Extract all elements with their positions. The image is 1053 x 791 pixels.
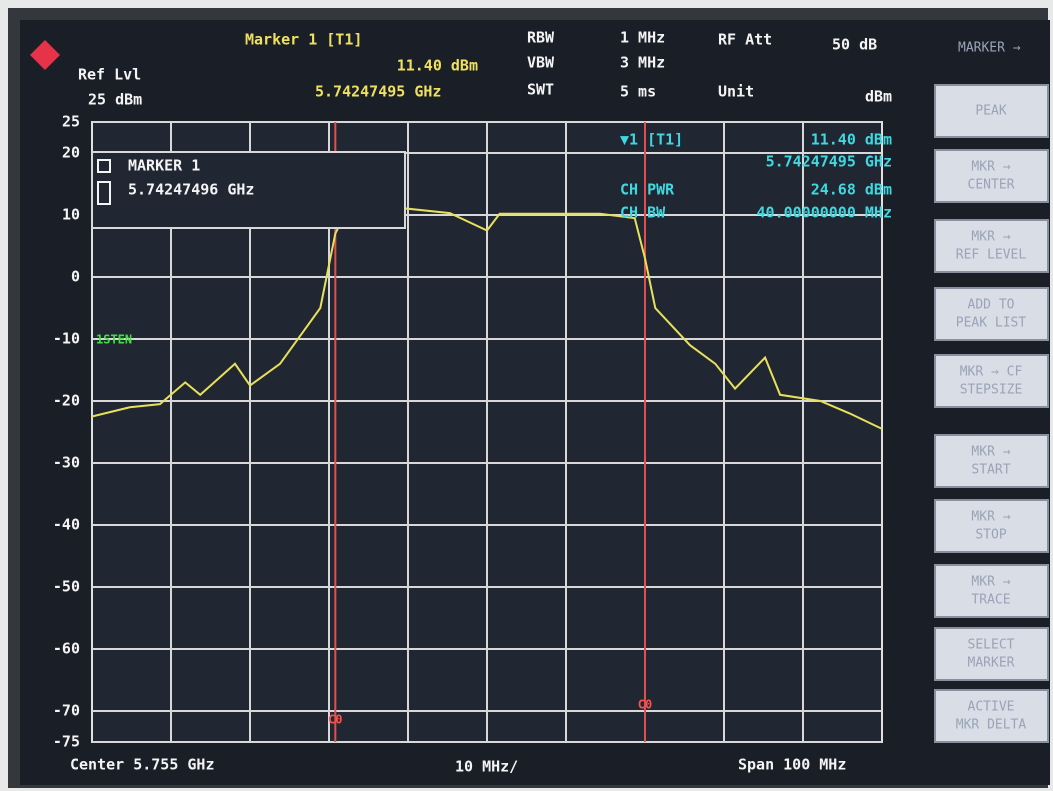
softkey-button[interactable] — [934, 354, 1049, 408]
marker-level: 11.40 dBm — [397, 57, 478, 75]
menu-title: MARKER → — [958, 41, 1021, 56]
softkey[interactable]: MKR → CENTER — [934, 149, 1049, 203]
softkey-label[interactable]: ACTIVE — [968, 700, 1015, 715]
footer-span: Span 100 MHz — [738, 756, 846, 774]
y-tick-label: 25 — [62, 113, 80, 131]
softkey-label[interactable]: MKR → — [971, 160, 1010, 175]
softkey-label[interactable]: STEPSIZE — [960, 383, 1023, 398]
y-tick-label: 10 — [62, 206, 80, 224]
softkey-label[interactable]: MARKER — [968, 656, 1015, 671]
marker-freq: 5.74247495 GHz — [315, 83, 441, 101]
channel-label: C0 — [328, 713, 342, 727]
marker-box — [91, 151, 406, 229]
softkey[interactable]: ACTIVE MKR DELTA — [934, 689, 1049, 743]
softkey-button[interactable] — [934, 434, 1049, 488]
y-tick-label: -70 — [53, 702, 80, 720]
trace — [91, 205, 883, 430]
y-tick-label: -20 — [53, 392, 80, 410]
side-label: 1STEN — [96, 333, 132, 347]
swt-label: SWT — [527, 81, 554, 99]
y-tick-label: -30 — [53, 454, 80, 472]
softkey[interactable]: PEAK — [934, 84, 1049, 138]
softkey-button[interactable] — [934, 689, 1049, 743]
softkey-button[interactable] — [934, 149, 1049, 203]
att-label: RF Att — [718, 31, 772, 49]
softkey-label[interactable]: MKR → CF — [960, 365, 1023, 380]
softkey-label[interactable]: START — [971, 463, 1010, 478]
vbw-value: 3 MHz — [620, 54, 665, 72]
softkey-label[interactable]: ADD TO — [968, 298, 1015, 313]
softkey-label[interactable]: MKR → — [971, 230, 1010, 245]
softkey-button[interactable] — [934, 287, 1049, 341]
marker-title: Marker 1 [T1] — [245, 31, 362, 49]
info-text: 40.00000000 MHz — [757, 204, 892, 222]
y-tick-label: -75 — [53, 733, 80, 751]
info-text: 24.68 dBm — [811, 181, 892, 199]
softkey-label[interactable]: TRACE — [971, 593, 1010, 608]
softkey-button[interactable] — [934, 499, 1049, 553]
softkey[interactable]: MKR → START — [934, 434, 1049, 488]
softkey-label[interactable]: MKR DELTA — [956, 718, 1027, 733]
ref-label: Ref Lvl — [78, 66, 141, 84]
softkeys: PEAK MKR → CENTER MKR → REF LEVEL ADD TO PEAK … — [934, 84, 1049, 743]
softkey-button[interactable] — [934, 627, 1049, 681]
info-text: CH BW — [620, 204, 666, 222]
y-tick-label: -40 — [53, 516, 80, 534]
y-tick-label: 0 — [71, 268, 80, 286]
softkey[interactable]: MKR → TRACE — [934, 564, 1049, 618]
softkey-label[interactable]: SELECT — [968, 638, 1015, 653]
softkey-label[interactable]: PEAK LIST — [956, 316, 1027, 331]
marker-box-icon — [97, 181, 111, 205]
softkey-label[interactable]: PEAK — [975, 104, 1006, 119]
info-text: ▼1 [T1] — [620, 131, 683, 149]
swt-value: 5 ms — [620, 83, 656, 101]
softkey-button[interactable] — [934, 219, 1049, 273]
softkey-label[interactable]: STOP — [975, 528, 1006, 543]
marker-box-icon — [97, 159, 111, 173]
att-value: 50 dB — [832, 36, 877, 54]
marker-box-title: MARKER 1 — [128, 157, 200, 175]
softkey[interactable]: SELECT MARKER — [934, 627, 1049, 681]
rbw-value: 1 MHz — [620, 29, 665, 47]
ref-value: 25 dBm — [88, 91, 142, 109]
info-text: 11.40 dBm — [811, 131, 892, 149]
softkey-label[interactable]: REF LEVEL — [956, 248, 1027, 263]
y-tick-label: 20 — [62, 144, 80, 162]
softkey[interactable]: MKR → STOP — [934, 499, 1049, 553]
softkey-label[interactable]: MKR → — [971, 510, 1010, 525]
rbw-label: RBW — [527, 29, 555, 47]
info-text: CH PWR — [620, 181, 675, 199]
y-tick-label: -50 — [53, 578, 80, 596]
softkey-label[interactable]: CENTER — [968, 178, 1015, 193]
y-tick-label: -60 — [53, 640, 80, 658]
logo — [30, 40, 60, 70]
softkey[interactable]: MKR → CF STEPSIZE — [934, 354, 1049, 408]
footer-center: Center 5.755 GHz — [70, 756, 215, 774]
marker-box-freq: 5.74247496 GHz — [128, 181, 254, 199]
plot: 25 20 10 0 -10 -20 -30 -40 -50 -60 -70 -75 C0 C0 1STEN… — [53, 113, 892, 751]
footer-div: 10 MHz/ — [455, 758, 518, 776]
softkey-button[interactable] — [934, 84, 1049, 138]
softkey-button[interactable] — [934, 564, 1049, 618]
channel-label: C0 — [638, 698, 652, 712]
softkey[interactable]: ADD TO PEAK LIST — [934, 287, 1049, 341]
softkey-label[interactable]: MKR → — [971, 445, 1010, 460]
vbw-label: VBW — [527, 54, 555, 72]
softkey-label[interactable]: MKR → — [971, 575, 1010, 590]
y-tick-label: -10 — [53, 330, 80, 348]
unit-label: Unit — [718, 83, 754, 101]
softkey[interactable]: MKR → REF LEVEL — [934, 219, 1049, 273]
unit-value: dBm — [865, 88, 892, 106]
info-text: 5.74247495 GHz — [766, 153, 892, 171]
